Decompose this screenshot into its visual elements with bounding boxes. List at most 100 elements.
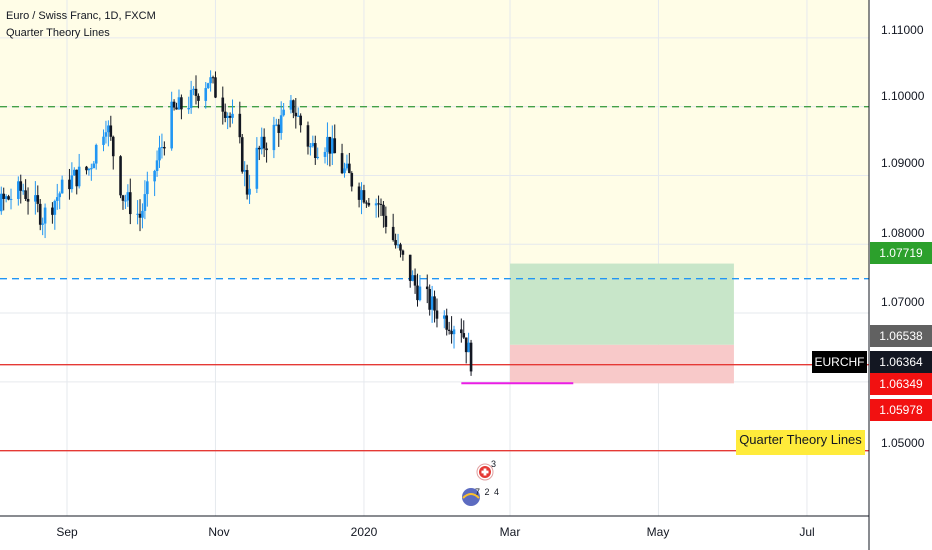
candle-body (311, 143, 315, 147)
event-badge-values: 7 2 4 (475, 487, 501, 497)
candle-body (343, 168, 346, 174)
y-tick-label: 1.09000 (881, 156, 925, 170)
candle-body (94, 144, 98, 164)
candle-body (413, 275, 417, 286)
candle-body (111, 136, 115, 157)
candle-body (331, 138, 334, 154)
candle-body (85, 166, 88, 171)
candle-body (272, 124, 276, 151)
candle-body (17, 181, 20, 199)
candle-body (163, 146, 166, 149)
candle-body (177, 97, 181, 110)
candle-body (75, 169, 79, 187)
candle-body (107, 125, 110, 133)
candle-body (36, 195, 40, 204)
candle-body (445, 315, 449, 330)
candle-body (7, 196, 10, 200)
y-tick-label: 1.10000 (881, 89, 925, 103)
candle-body (279, 115, 283, 133)
candle-body (121, 195, 125, 201)
candle-body (316, 156, 320, 158)
candle-body (294, 112, 298, 117)
candle-body (119, 156, 122, 196)
candle-body (223, 111, 227, 118)
candle-body (221, 97, 225, 112)
candle-body (299, 115, 302, 126)
candle-body (189, 89, 193, 108)
candle-body (77, 166, 81, 187)
candle-body (231, 113, 234, 118)
candle-body (408, 254, 412, 281)
candle-body (382, 204, 385, 216)
indicator-legend[interactable]: Quarter Theory Lines (6, 27, 110, 39)
candle-body (306, 125, 310, 147)
y-tick-label: 1.05000 (881, 436, 925, 450)
candle-body (257, 147, 261, 150)
candle-body (313, 143, 317, 158)
candle-body (379, 203, 383, 205)
candle-body (214, 77, 217, 98)
candle-body (396, 244, 400, 246)
candle-body (255, 147, 259, 189)
candle-body (43, 207, 47, 224)
candle-body (362, 190, 366, 203)
x-tick-label: Sep (56, 525, 78, 539)
candle-body (240, 137, 244, 172)
candle-body (73, 169, 76, 176)
candle-body (399, 244, 402, 251)
earnings-event-icon[interactable]: 7 2 4 (460, 484, 504, 508)
candle-body (377, 203, 380, 205)
symbol-label: EURCHF (812, 351, 867, 373)
candle-body (160, 146, 164, 148)
candle-body (87, 168, 91, 171)
y-tick-label: 1.11000 (881, 23, 924, 37)
candle-body (209, 77, 212, 84)
candle-body (469, 342, 473, 372)
candle-body (357, 186, 361, 200)
candle-body (0, 193, 3, 212)
candle-body (26, 198, 30, 202)
candle-body (292, 100, 295, 113)
candle-body (51, 207, 54, 215)
candle-body (197, 95, 200, 101)
candle-body (226, 115, 229, 118)
premium-zone (0, 0, 869, 279)
candle-body (143, 194, 147, 211)
candle-body (138, 213, 142, 218)
candle-body (4, 196, 8, 199)
candle-body (391, 226, 395, 241)
swiss-flag-event-icon[interactable]: 3 (476, 459, 500, 483)
candle-body (175, 107, 178, 110)
candle-body (24, 190, 27, 199)
candle-body (58, 193, 61, 198)
bid-price-label: 1.06349 (870, 373, 932, 395)
candle-body (447, 329, 451, 331)
quarter-theory-label[interactable]: Quarter Theory Lines (736, 430, 865, 455)
candle-body (374, 203, 378, 206)
candle-body (245, 170, 249, 195)
candle-body (428, 289, 431, 310)
candle-body (228, 115, 232, 118)
candle-body (92, 163, 96, 169)
candle-body (158, 147, 161, 161)
x-tick-label: Nov (208, 525, 230, 539)
candle-body (104, 132, 108, 137)
y-tick-label: 1.07000 (881, 295, 925, 309)
candle-body (170, 101, 173, 149)
candle-body (416, 285, 419, 301)
candle-body (277, 124, 281, 133)
y-tick-label: 1.08000 (881, 226, 925, 240)
candle-body (206, 83, 210, 89)
candle-body (348, 163, 351, 174)
candle-body (248, 188, 251, 195)
candle-body (262, 136, 266, 149)
x-tick-label: Jul (799, 525, 815, 539)
candle-body (411, 275, 414, 281)
candle-body (425, 286, 429, 290)
candle-body (180, 97, 183, 110)
candle-body (68, 179, 71, 190)
candle-body (394, 240, 397, 246)
candle-body (450, 330, 453, 335)
